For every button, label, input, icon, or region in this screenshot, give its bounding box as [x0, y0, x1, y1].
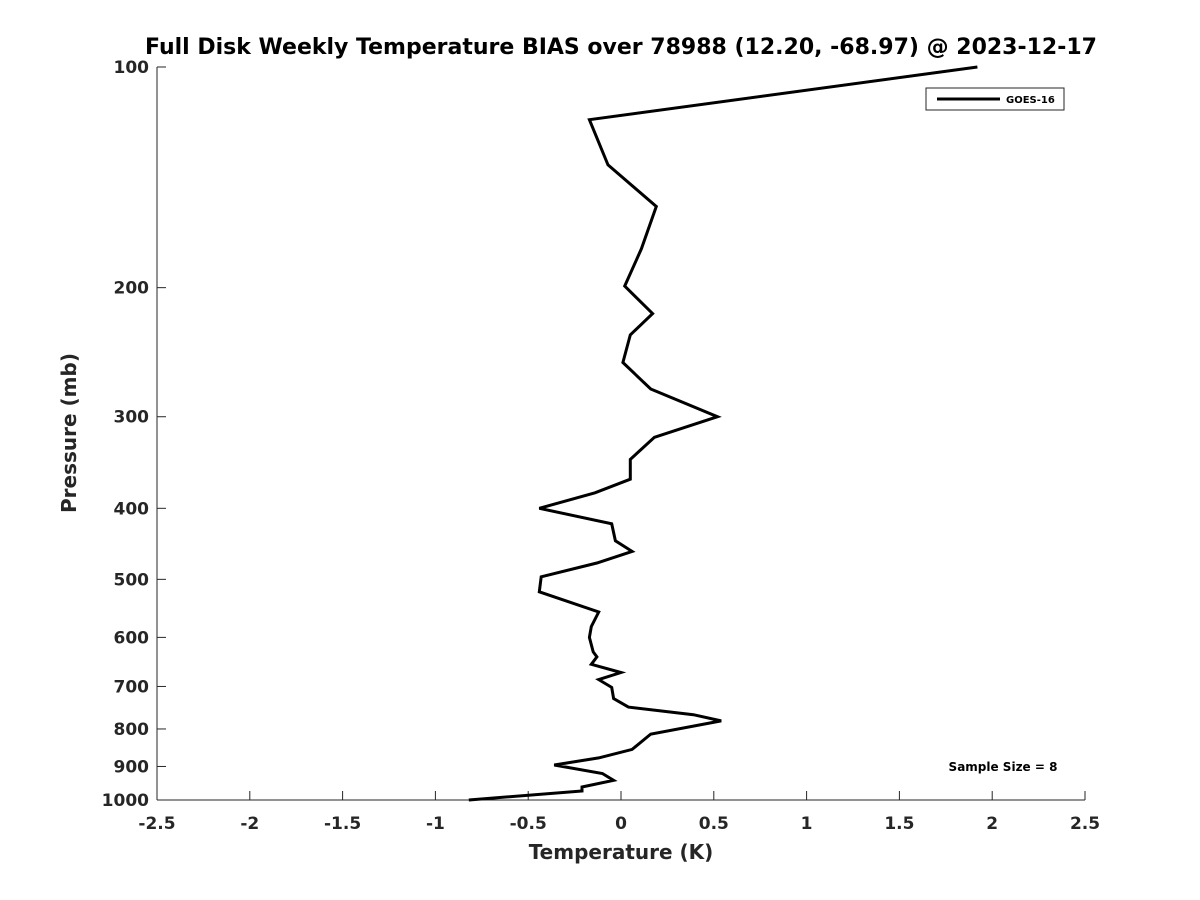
x-tick-label: 1.5	[884, 814, 914, 834]
x-tick-label: -2	[240, 814, 259, 834]
y-tick-label: 400	[114, 499, 150, 519]
x-tick-label: 1	[801, 814, 813, 834]
series-line-goes-16	[468, 65, 978, 802]
y-tick-label: 200	[114, 279, 150, 299]
x-axis: -2.5 -2 -1.5 -1 -0.5 0 0.5 1 1.5 2 2.5	[138, 791, 1100, 834]
x-tick-label: 0.5	[699, 814, 729, 834]
x-tick-label: -0.5	[510, 814, 547, 834]
y-tick-label: 800	[114, 720, 150, 740]
legend: GOES-16	[925, 87, 1065, 111]
y-tick-label: 700	[114, 677, 150, 697]
x-axis-label: Temperature (K)	[529, 840, 714, 864]
series-layer	[468, 65, 978, 802]
y-axis: 100 200 300 400 500 600 700 800 900 1000	[102, 58, 166, 811]
x-tick-label: -1.5	[324, 814, 361, 834]
x-tick-label: 2.5	[1070, 814, 1100, 834]
x-tick-label: -2.5	[138, 814, 175, 834]
x-tick-label: 2	[986, 814, 998, 834]
y-tick-label: 300	[114, 408, 150, 428]
y-tick-label: 900	[114, 757, 150, 777]
y-tick-label: 100	[114, 58, 150, 78]
plot-area	[157, 67, 1085, 800]
legend-label-goes-16: GOES-16	[1006, 95, 1055, 106]
y-tick-label: 600	[114, 628, 150, 648]
chart-title: Full Disk Weekly Temperature BIAS over 7…	[145, 35, 1097, 60]
y-tick-label: 500	[114, 570, 150, 590]
x-tick-label: 0	[615, 814, 627, 834]
x-tick-label: -1	[426, 814, 445, 834]
sample-size-annotation: Sample Size = 8	[949, 760, 1058, 774]
y-axis-label: Pressure (mb)	[57, 353, 81, 513]
y-tick-label: 1000	[102, 791, 149, 811]
